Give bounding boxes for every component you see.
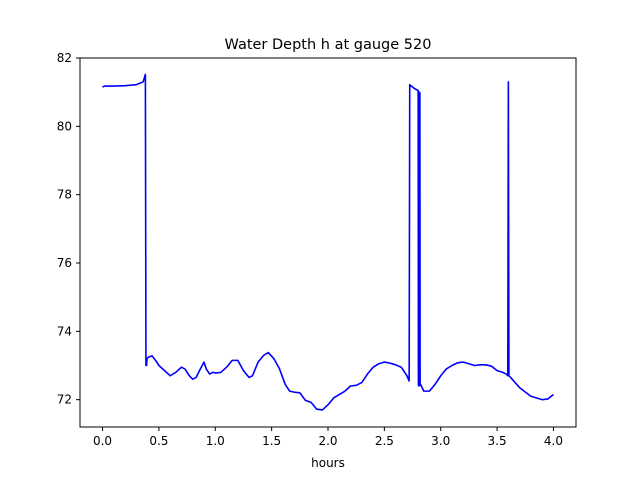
series-line-group (102, 73, 554, 411)
y-tick-label: 80 (57, 119, 72, 133)
y-tick-label: 72 (57, 393, 72, 407)
y-axis: 72 74 76 78 80 82 (57, 51, 80, 407)
y-tick-label: 74 (57, 324, 72, 338)
y-tick-label: 78 (57, 188, 72, 202)
x-tick-label: 4.0 (544, 434, 563, 448)
x-tick-label: 2.5 (375, 434, 394, 448)
x-tick-label: 2.0 (318, 434, 337, 448)
x-tick-label: 1.5 (262, 434, 281, 448)
x-tick-label: 3.0 (431, 434, 450, 448)
x-tick-label: 1.0 (206, 434, 225, 448)
y-tick-label: 82 (57, 51, 72, 65)
series-line-0 (102, 73, 554, 411)
y-tick-label: 76 (57, 256, 72, 270)
x-axis: 0.0 0.5 1.0 1.5 2.0 2.5 3.0 3.5 4.0 (93, 427, 563, 448)
x-tick-label: 0.0 (93, 434, 112, 448)
x-tick-label: 0.5 (149, 434, 168, 448)
x-axis-label: hours (311, 456, 345, 470)
chart-title: Water Depth h at gauge 520 (225, 37, 432, 53)
x-tick-label: 3.5 (488, 434, 507, 448)
